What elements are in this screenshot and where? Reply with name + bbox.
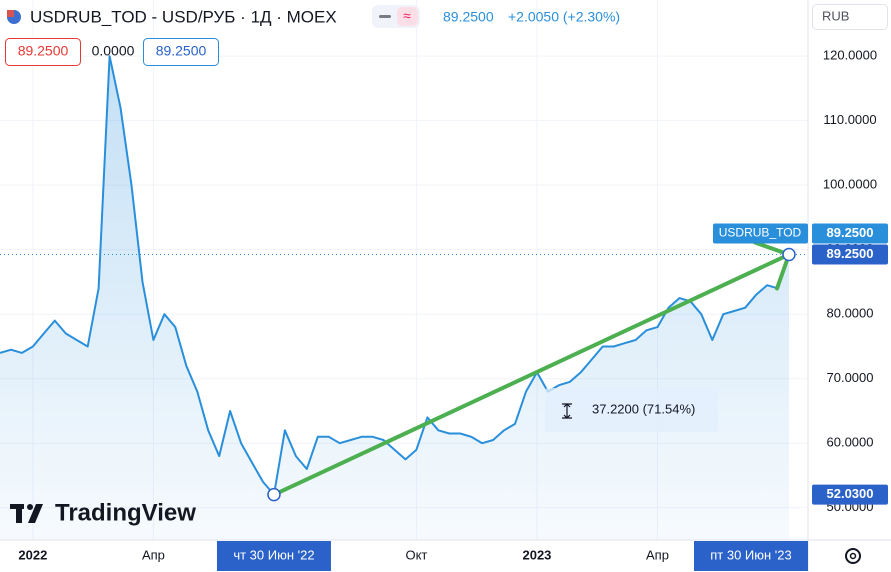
spread: 0.0000 — [92, 43, 135, 59]
x-tick-label: Апр — [646, 547, 669, 562]
measure-box — [545, 388, 718, 432]
trend-line — [271, 252, 791, 497]
currency-button[interactable] — [812, 4, 888, 30]
last-price-label: 89.2500 — [827, 225, 874, 240]
toggle[interactable] — [397, 7, 418, 26]
ask-box — [143, 38, 219, 66]
date-label: пт 30 Июн '23 — [710, 547, 792, 562]
drawing-price-label: 52.0300 — [827, 486, 874, 501]
y-tick-label: 80.0000 — [827, 306, 874, 321]
bid: 89.2500 — [18, 43, 69, 59]
last-price-tag — [812, 223, 888, 244]
date-tag — [216, 541, 331, 571]
logo-mark — [28, 504, 43, 523]
date-label: чт 30 Июн '22 — [233, 547, 314, 562]
drawing-price-label: 89.2500 — [827, 246, 874, 261]
bid-box — [5, 38, 81, 66]
price-axis — [808, 0, 891, 540]
measure-icon — [562, 403, 572, 419]
plot: 37.2200 (71.54%) — [0, 55, 808, 540]
drawing-price-tag — [812, 244, 888, 265]
measure-label: 37.2200 (71.54%) — [592, 401, 695, 416]
line — [0, 55, 790, 496]
x-tick-label: Окт — [405, 547, 427, 562]
toggle-icon — [379, 15, 391, 18]
logo-mark — [27, 504, 33, 510]
price-change: +2.0050 (+2.30%) — [508, 9, 620, 25]
settings-icon — [849, 552, 857, 560]
toggle-icon: ≈ — [403, 8, 411, 24]
y-tick-label: 120.0000 — [823, 48, 877, 63]
ask: 89.2500 — [156, 43, 207, 59]
currency: RUB — [822, 8, 849, 23]
y-tick-label: 100.0000 — [823, 177, 877, 192]
logo: TradingView — [10, 499, 196, 526]
x-tick-label: 2023 — [522, 547, 551, 562]
trend-start[interactable] — [267, 487, 281, 502]
x-tick-label: 2022 — [18, 547, 47, 562]
logo-mark — [16, 504, 22, 523]
trend-end[interactable] — [782, 247, 796, 262]
axes: 50.000060.000070.000080.000090.0000100.0… — [18, 48, 888, 571]
last-price: 89.2500 — [443, 9, 494, 25]
logo-text: TradingView — [55, 499, 196, 526]
date-tag — [694, 541, 808, 571]
series-tag-label: USDRUB_TOD — [719, 226, 802, 240]
drawing-price-tag — [812, 484, 888, 505]
y-tick-label: 70.0000 — [827, 370, 874, 385]
symbol-title: USDRUB_TOD - USD/РУБ · 1Д · MOEX — [30, 7, 337, 26]
y-tick-label: 110.0000 — [823, 112, 876, 127]
flag-icon — [7, 10, 14, 17]
header: USDRUB_TOD - USD/РУБ · 1Д · MOEX ≈ 89.25… — [5, 5, 620, 66]
series-tag — [713, 223, 808, 244]
y-tick-label: 60.0000 — [827, 435, 874, 450]
settings-icon[interactable] — [845, 548, 861, 564]
x-tick-label: Апр — [142, 547, 165, 562]
